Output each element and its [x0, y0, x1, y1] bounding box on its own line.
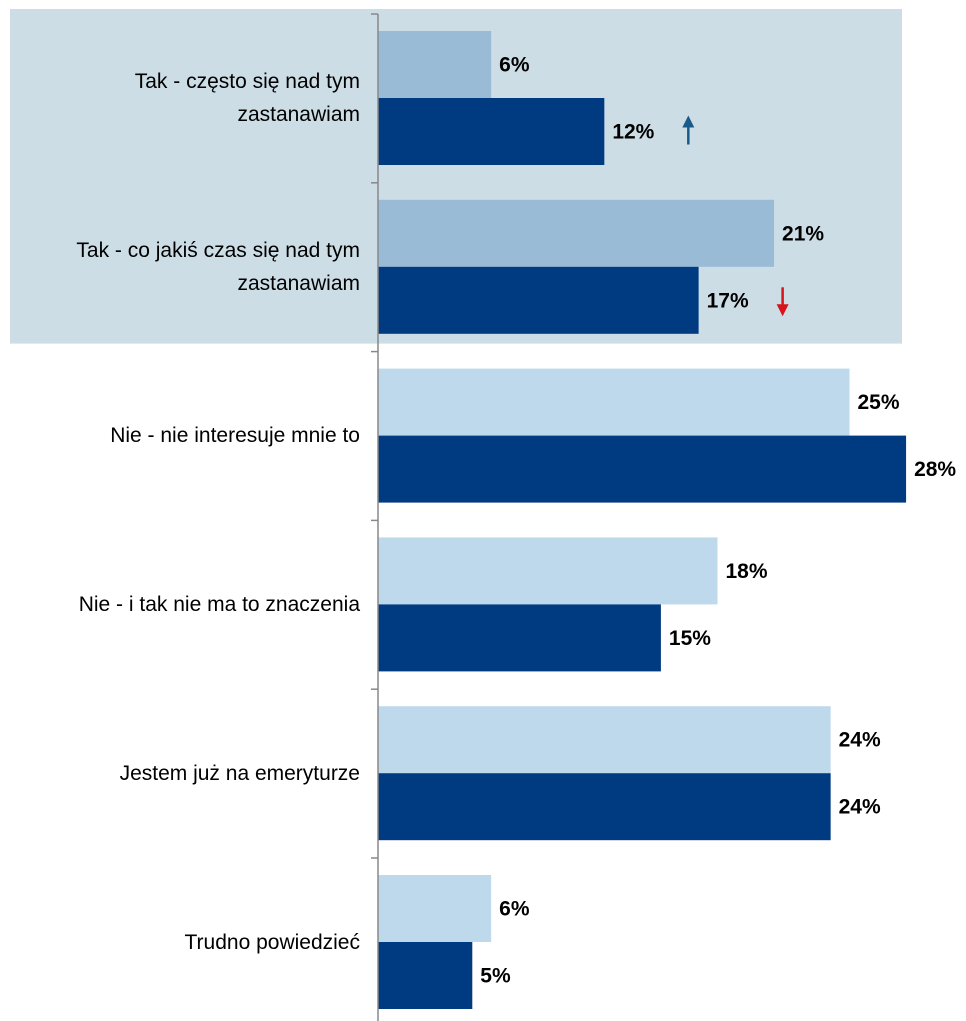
arrow-down-icon	[776, 287, 789, 317]
value-label-series-b: 15%	[669, 627, 711, 650]
category-label: Jestem już na emeryturze	[119, 761, 360, 785]
value-label-series-b: 5%	[480, 965, 511, 988]
bar-series-a	[378, 199, 775, 267]
bar-series-b	[378, 435, 907, 503]
value-label-series-a: 18%	[725, 560, 767, 583]
category-label: Trudno powiedzieć	[184, 930, 361, 954]
bar-series-b	[378, 98, 605, 165]
category-label: Tak - często się nad tym zastanawiam	[134, 70, 360, 126]
bar-series-b	[378, 266, 699, 334]
bar-series-a	[378, 706, 831, 774]
value-label-series-a: 21%	[782, 222, 824, 245]
value-label-series-a: 25%	[858, 391, 900, 414]
bar-series-a	[378, 875, 492, 942]
bar-series-a	[378, 31, 492, 98]
value-label-series-b: 28%	[914, 458, 956, 481]
value-label-series-a: 6%	[499, 898, 530, 921]
bar-series-b	[378, 773, 831, 841]
bar-series-b	[378, 604, 661, 672]
value-label-series-b: 24%	[839, 796, 881, 819]
arrow-up-icon	[682, 115, 695, 145]
bar-series-b	[378, 942, 473, 1009]
value-label-series-b: 17%	[707, 289, 749, 312]
value-label-series-a: 24%	[839, 729, 881, 752]
value-label-series-b: 12%	[612, 121, 654, 144]
value-label-series-a: 6%	[499, 54, 530, 77]
category-label: Tak - co jakiś czas się nad tym zastanawi…	[76, 238, 360, 295]
category-label: Nie - nie interesuje mnie to	[110, 424, 360, 448]
bar-series-a	[378, 368, 850, 436]
bar-series-a	[378, 537, 718, 605]
category-label: Nie - i tak nie ma to znaczenia	[78, 592, 360, 616]
